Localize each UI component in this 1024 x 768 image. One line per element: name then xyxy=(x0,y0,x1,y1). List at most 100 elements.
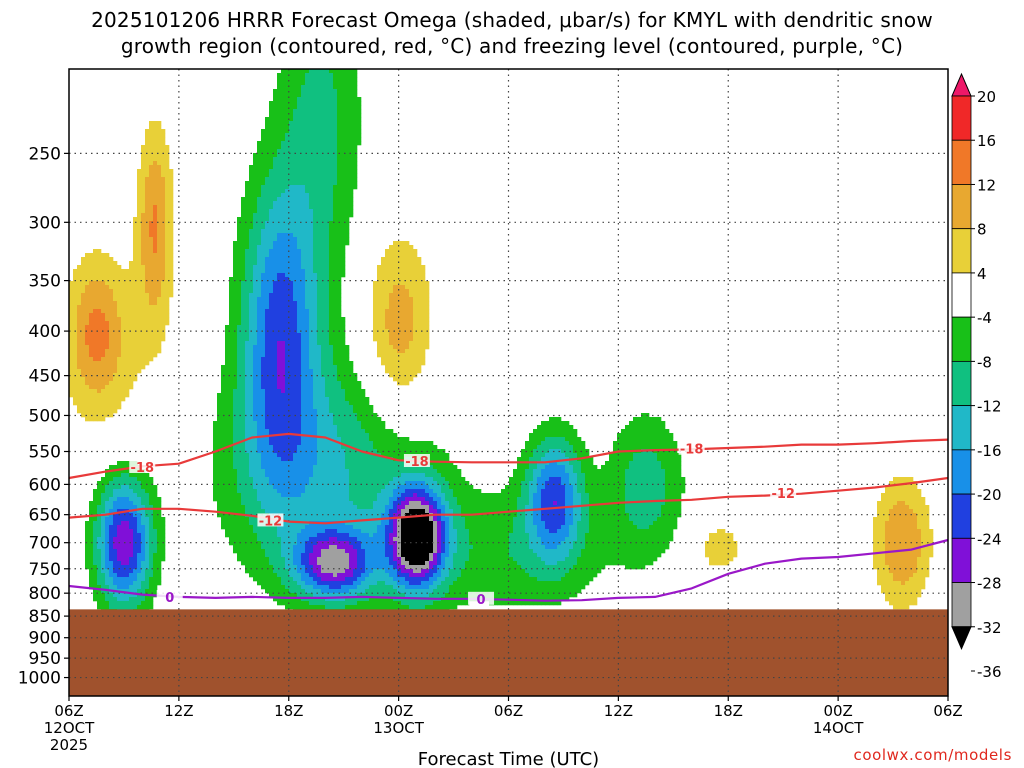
omega-cell xyxy=(313,121,318,126)
omega-cell xyxy=(317,409,322,414)
omega-cell xyxy=(317,369,322,374)
omega-cell xyxy=(73,301,78,306)
omega-cell xyxy=(313,337,318,342)
omega-cell xyxy=(305,313,310,318)
omega-cell xyxy=(117,597,122,602)
omega-cell xyxy=(97,557,102,562)
omega-cell xyxy=(225,337,230,342)
omega-cell xyxy=(297,533,302,538)
omega-cell xyxy=(153,253,158,258)
omega-cell xyxy=(105,273,110,278)
omega-cell xyxy=(121,269,126,274)
omega-cell xyxy=(105,337,110,342)
omega-cell xyxy=(273,185,278,190)
omega-cell xyxy=(157,525,162,530)
omega-cell xyxy=(313,217,318,222)
omega-cell xyxy=(249,281,254,286)
omega-cell xyxy=(305,549,310,554)
omega-cell xyxy=(241,357,246,362)
omega-cell xyxy=(161,297,166,302)
omega-cell xyxy=(281,109,286,114)
omega-cell xyxy=(233,461,238,466)
omega-cell xyxy=(293,181,298,186)
omega-cell xyxy=(145,165,150,170)
omega-cell xyxy=(81,385,86,390)
omega-cell xyxy=(145,549,150,554)
omega-cell xyxy=(105,301,110,306)
omega-cell xyxy=(85,365,90,370)
omega-cell xyxy=(301,505,306,510)
omega-cell xyxy=(101,553,106,558)
omega-cell xyxy=(257,509,262,514)
omega-cell xyxy=(73,341,78,346)
omega-cell xyxy=(313,333,318,338)
omega-cell xyxy=(305,93,310,98)
omega-cell xyxy=(265,161,270,166)
omega-cell xyxy=(329,309,334,314)
omega-cell xyxy=(317,389,322,394)
omega-cell xyxy=(305,561,310,566)
omega-cell xyxy=(249,553,254,558)
omega-cell xyxy=(321,549,326,554)
omega-cell xyxy=(253,261,258,266)
omega-cell xyxy=(297,217,302,222)
omega-cell xyxy=(149,245,154,250)
omega-cell xyxy=(137,537,142,542)
omega-cell xyxy=(309,149,314,154)
omega-cell xyxy=(85,417,90,422)
omega-cell xyxy=(237,397,242,402)
omega-cell xyxy=(273,353,278,358)
omega-cell xyxy=(305,361,310,366)
omega-cell xyxy=(93,561,98,566)
omega-cell xyxy=(273,277,278,282)
omega-cell xyxy=(309,537,314,542)
omega-cell xyxy=(317,121,322,126)
omega-cell xyxy=(301,357,306,362)
omega-cell xyxy=(93,305,98,310)
omega-cell xyxy=(301,529,306,534)
omega-cell xyxy=(293,569,298,574)
omega-cell xyxy=(269,173,274,178)
omega-cell xyxy=(325,585,330,590)
omega-cell xyxy=(313,101,318,106)
omega-cell xyxy=(289,565,294,570)
omega-cell xyxy=(317,569,322,574)
omega-cell xyxy=(285,485,290,490)
omega-cell xyxy=(117,337,122,342)
omega-cell xyxy=(269,377,274,382)
omega-cell xyxy=(273,533,278,538)
omega-cell xyxy=(305,329,310,334)
omega-cell xyxy=(249,193,254,198)
omega-cell xyxy=(285,69,290,74)
omega-cell xyxy=(305,437,310,442)
omega-cell xyxy=(321,253,326,258)
omega-cell xyxy=(109,293,114,298)
omega-cell xyxy=(141,357,146,362)
omega-cell xyxy=(281,165,286,170)
omega-cell xyxy=(325,193,330,198)
omega-cell xyxy=(285,189,290,194)
omega-cell xyxy=(325,73,330,78)
omega-cell xyxy=(317,501,322,506)
omega-cell xyxy=(105,561,110,566)
omega-cell xyxy=(301,373,306,378)
omega-cell xyxy=(301,133,306,138)
omega-cell xyxy=(317,245,322,250)
omega-cell xyxy=(285,129,290,134)
omega-cell xyxy=(305,529,310,534)
omega-cell xyxy=(121,309,126,314)
omega-cell xyxy=(245,417,250,422)
omega-cell xyxy=(121,581,126,586)
omega-cell xyxy=(157,521,162,526)
omega-cell xyxy=(105,289,110,294)
omega-cell xyxy=(101,573,106,578)
omega-cell xyxy=(253,577,258,582)
omega-cell xyxy=(293,337,298,342)
omega-cell xyxy=(309,425,314,430)
omega-cell xyxy=(73,377,78,382)
omega-cell xyxy=(309,93,314,98)
omega-cell xyxy=(137,605,142,610)
omega-cell xyxy=(97,481,102,486)
omega-cell xyxy=(233,349,238,354)
omega-cell xyxy=(101,585,106,590)
